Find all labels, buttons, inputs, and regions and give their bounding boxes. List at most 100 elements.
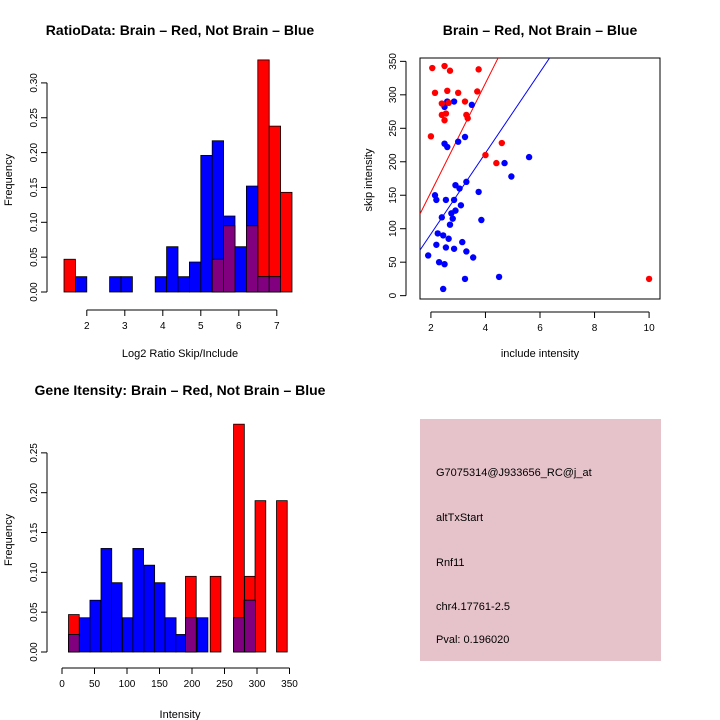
bar-brain bbox=[254, 500, 267, 653]
point-not-brain bbox=[468, 101, 476, 109]
bar-not-brain bbox=[175, 634, 187, 653]
point-not-brain bbox=[459, 238, 466, 246]
y-tick-label: 0.20 bbox=[29, 483, 40, 503]
point-brain bbox=[444, 87, 451, 95]
bar-brain bbox=[257, 59, 270, 293]
point-not-brain bbox=[501, 159, 508, 167]
bar-overlap bbox=[211, 258, 224, 293]
point-not-brain bbox=[457, 202, 465, 209]
intensity-scatter-ylabel: skip intensity bbox=[363, 148, 375, 211]
point-not-brain bbox=[435, 258, 443, 266]
gene-intensity-histogram-bars bbox=[68, 423, 288, 653]
event-type: altTxStart bbox=[436, 512, 483, 524]
point-not-brain bbox=[433, 241, 440, 248]
point-brain bbox=[445, 99, 452, 107]
x-tick-label: 250 bbox=[216, 679, 233, 690]
y-tick-label: 50 bbox=[388, 256, 399, 268]
point-not-brain bbox=[438, 214, 446, 221]
bar-not-brain bbox=[120, 276, 133, 293]
ratio-histogram-title: RatioData: Brain – Red, Not Brain – Blue bbox=[46, 22, 315, 38]
y-tick-label: 0.10 bbox=[29, 562, 40, 582]
point-brain bbox=[441, 62, 448, 70]
point-not-brain bbox=[450, 245, 458, 252]
point-brain bbox=[475, 66, 482, 73]
bar-overlap bbox=[185, 617, 197, 653]
point-brain bbox=[454, 89, 462, 97]
y-tick-label: 0.15 bbox=[29, 177, 40, 197]
gene-intensity-histogram-x-axis: 0 50 100 150 200 250 300 350 bbox=[59, 667, 298, 690]
x-tick-label: 100 bbox=[119, 679, 136, 690]
point-brain bbox=[442, 110, 450, 117]
bar-not-brain bbox=[109, 276, 122, 293]
point-not-brain bbox=[445, 235, 452, 242]
intensity-scatter-y-axis: 0 50 100 150 200 250 300 350 bbox=[388, 53, 407, 298]
bar-overlap bbox=[68, 634, 80, 653]
bar-brain bbox=[268, 125, 282, 293]
point-not-brain bbox=[454, 138, 462, 145]
x-tick-label: 6 bbox=[236, 321, 242, 332]
x-tick-label: 50 bbox=[89, 679, 101, 690]
ratio-histogram-x-axis: 2 3 4 5 6 7 bbox=[84, 309, 280, 332]
bar-not-brain bbox=[132, 548, 144, 653]
point-not-brain bbox=[434, 230, 441, 237]
x-tick-label: 5 bbox=[198, 321, 204, 332]
bar-overlap bbox=[268, 276, 282, 293]
bar-not-brain bbox=[122, 617, 134, 653]
bar-not-brain bbox=[196, 617, 209, 653]
y-tick-label: 0.20 bbox=[29, 142, 40, 162]
y-tick-label: 350 bbox=[388, 53, 399, 70]
point-brain bbox=[429, 64, 436, 72]
point-not-brain bbox=[478, 216, 485, 224]
bar-brain bbox=[276, 500, 288, 653]
point-not-brain bbox=[461, 133, 469, 141]
point-brain bbox=[645, 275, 653, 283]
point-not-brain bbox=[441, 260, 448, 268]
ratio-histogram-ylabel: Frequency bbox=[3, 154, 15, 206]
gene-intensity-histogram: Gene Itensity: Brain – Red, Not Brain – … bbox=[3, 382, 326, 720]
point-not-brain bbox=[469, 254, 477, 261]
point-brain bbox=[493, 159, 500, 167]
genomic-location: chr4.17761-2.5 bbox=[436, 601, 510, 613]
y-tick-label: 0 bbox=[388, 292, 399, 298]
bar-not-brain bbox=[166, 246, 179, 293]
bar-not-brain bbox=[153, 582, 166, 653]
gene-intensity-histogram-y-axis: 0.00 0.05 0.10 0.15 0.20 0.25 bbox=[29, 443, 48, 662]
intensity-scatter-points bbox=[424, 62, 653, 293]
x-tick-label: 7 bbox=[274, 321, 280, 332]
y-tick-label: 0.30 bbox=[29, 73, 40, 93]
point-brain bbox=[474, 88, 481, 95]
gene-intensity-histogram-title: Gene Itensity: Brain – Red, Not Brain – … bbox=[35, 382, 326, 398]
ratio-histogram-y-axis: 0.00 0.05 0.10 0.15 0.20 0.25 0.30 bbox=[29, 73, 48, 302]
point-brain bbox=[461, 98, 469, 105]
y-tick-label: 150 bbox=[388, 186, 399, 203]
fit-line-brain bbox=[420, 58, 499, 215]
intensity-scatter-x-axis: 2 4 6 8 10 bbox=[428, 311, 656, 334]
bar-not-brain bbox=[100, 548, 113, 653]
x-tick-label: 2 bbox=[84, 321, 90, 332]
x-tick-label: 0 bbox=[59, 679, 65, 690]
p-value: Pval: 0.196020 bbox=[436, 634, 509, 646]
x-tick-label: 200 bbox=[184, 679, 201, 690]
y-tick-label: 250 bbox=[388, 120, 399, 137]
bar-brain bbox=[63, 258, 76, 293]
bar-overlap bbox=[245, 225, 259, 293]
x-tick-label: 4 bbox=[160, 321, 166, 332]
point-not-brain bbox=[442, 244, 450, 251]
point-not-brain bbox=[475, 188, 482, 196]
bar-overlap bbox=[244, 599, 256, 653]
point-brain bbox=[441, 117, 448, 124]
point-not-brain bbox=[450, 196, 458, 204]
point-not-brain bbox=[495, 273, 503, 281]
gene-intensity-histogram-xlabel: Intensity bbox=[160, 709, 201, 720]
x-tick-label: 300 bbox=[249, 679, 266, 690]
bar-not-brain bbox=[234, 246, 247, 293]
y-tick-label: 0.10 bbox=[29, 212, 40, 232]
x-tick-label: 10 bbox=[644, 323, 656, 334]
probe-id: G7075314@J933656_RC@j_at bbox=[436, 467, 592, 479]
point-not-brain bbox=[439, 285, 447, 293]
y-tick-label: 200 bbox=[388, 153, 399, 170]
point-brain bbox=[446, 67, 454, 74]
x-tick-label: 2 bbox=[428, 323, 434, 334]
point-not-brain bbox=[449, 215, 456, 222]
y-tick-label: 0.25 bbox=[29, 443, 40, 463]
